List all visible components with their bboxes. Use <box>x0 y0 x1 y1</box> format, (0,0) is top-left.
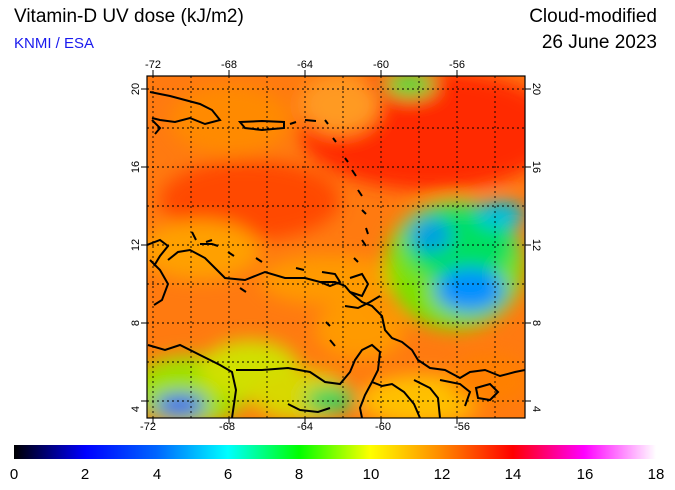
colorbar <box>14 445 656 459</box>
axis-ticks <box>141 70 531 424</box>
uv-dose-field <box>147 76 525 418</box>
lon-label: -72 <box>140 421 156 433</box>
colorbar-tick-label: 0 <box>10 466 18 483</box>
colorbar-tick-label: 16 <box>577 466 594 483</box>
lon-label: -72 <box>145 59 161 71</box>
lat-labels-left: 20 16 12 8 4 <box>130 83 142 412</box>
colorbar-tick-label: 18 <box>648 466 665 483</box>
lon-label: -68 <box>221 59 237 71</box>
lon-labels-top: -72 -68 -64 -60 -56 <box>145 59 465 71</box>
lon-label: -56 <box>449 59 465 71</box>
lat-labels-right: 20 16 12 8 4 <box>530 83 542 412</box>
lat-label: 8 <box>530 320 542 326</box>
colorbar-labels: 0 2 4 6 8 10 12 14 16 18 <box>10 466 665 483</box>
lat-label: 4 <box>530 406 542 412</box>
date-label: 26 June 2023 <box>541 32 657 53</box>
lat-label: 20 <box>130 83 142 95</box>
colorbar-tick-label: 10 <box>363 466 380 483</box>
colorbar-tick-label: 4 <box>153 466 161 483</box>
colorbar-tick-label: 14 <box>505 466 522 483</box>
colorbar-tick-label: 12 <box>434 466 451 483</box>
lat-label: 16 <box>530 161 542 173</box>
colorbar-tick-label: 8 <box>295 466 303 483</box>
lon-label: -60 <box>373 59 389 71</box>
map-title: Vitamin-D UV dose (kJ/m2) <box>14 6 244 27</box>
lon-label: -68 <box>219 421 235 433</box>
map-frame <box>146 75 526 419</box>
lat-label: 8 <box>130 320 142 326</box>
lat-label: 12 <box>530 239 542 251</box>
product-label: Cloud-modified <box>529 6 657 27</box>
lon-label: -56 <box>454 421 470 433</box>
lat-label: 12 <box>130 239 142 251</box>
source-label: KNMI / ESA <box>14 35 95 52</box>
lon-labels-bottom: -72 -68 -64 -60 -56 <box>140 421 470 433</box>
lon-label: -64 <box>297 421 313 433</box>
colorbar-tick-label: 6 <box>224 466 232 483</box>
lat-label: 4 <box>130 406 142 412</box>
lat-label: 16 <box>130 161 142 173</box>
lon-label: -64 <box>297 59 313 71</box>
lon-label: -60 <box>375 421 391 433</box>
gridlines <box>147 76 525 418</box>
lat-label: 20 <box>530 83 542 95</box>
colorbar-tick-label: 2 <box>81 466 89 483</box>
